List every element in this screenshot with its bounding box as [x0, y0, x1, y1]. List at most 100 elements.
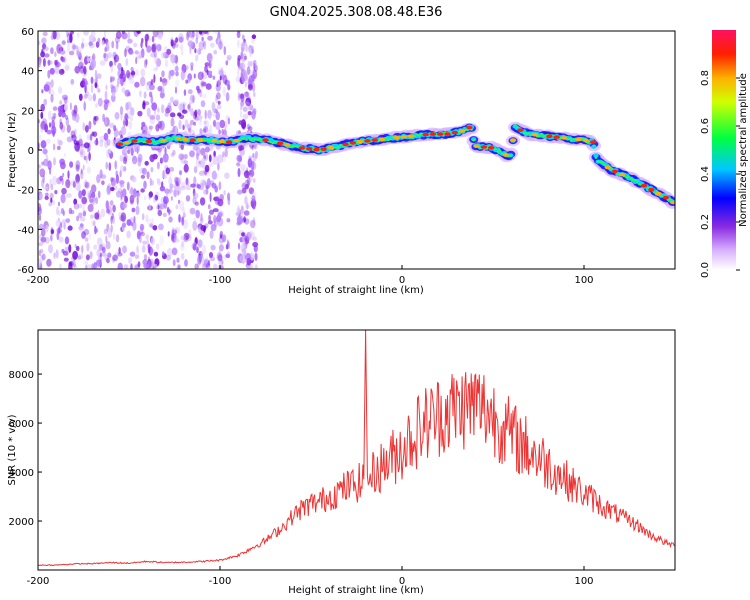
ridge-cell [472, 139, 476, 142]
noise-blob [195, 209, 200, 219]
noise-blob [144, 101, 150, 106]
noise-blob [147, 218, 153, 227]
noise-blob [215, 111, 220, 121]
noise-blob [115, 41, 119, 50]
snr-line [38, 330, 675, 567]
noise-blob [107, 128, 111, 135]
noise-blob [248, 155, 253, 160]
noise-blob [91, 131, 95, 137]
snr-xtick-label: -100 [209, 576, 232, 587]
noise-blob [42, 186, 49, 191]
noise-blob [157, 150, 162, 157]
noise-blob [248, 104, 254, 111]
noise-blob [143, 180, 147, 190]
noise-blob [40, 111, 44, 119]
noise-blob [201, 72, 208, 80]
noise-blob [89, 251, 93, 260]
noise-blob [83, 179, 88, 188]
noise-blob [240, 100, 245, 107]
noise-blob [193, 166, 198, 174]
noise-blob [90, 83, 94, 94]
noise-blob [80, 168, 83, 175]
noise-blob [95, 228, 99, 233]
noise-blob [140, 174, 146, 179]
noise-blob [212, 75, 216, 80]
ridge-cell [168, 137, 172, 140]
noise-blob [110, 83, 114, 90]
noise-blob [86, 134, 91, 141]
ridge-cell [516, 126, 519, 129]
noise-blob [112, 232, 116, 240]
ridge-peak [356, 139, 364, 144]
noise-blob [91, 184, 97, 194]
ridge-cell [526, 132, 530, 135]
noise-blob [139, 231, 145, 237]
noise-blob [247, 60, 251, 68]
ridge-cell [336, 146, 340, 149]
noise-blob [141, 121, 146, 127]
noise-blob [206, 52, 213, 63]
noise-blob [215, 121, 221, 131]
noise-blob [89, 198, 94, 203]
noise-blob [192, 220, 198, 231]
noise-blob [84, 85, 88, 95]
noise-blob [216, 92, 221, 100]
ridge-cell [173, 136, 176, 138]
noise-blob [253, 62, 256, 72]
noise-blob [76, 215, 80, 222]
noise-blob [40, 236, 47, 243]
ridge-peak [196, 138, 204, 142]
noise-blob [112, 204, 116, 213]
noise-blob [77, 32, 80, 38]
noise-blob [38, 249, 42, 257]
noise-blob [148, 194, 151, 200]
noise-blob [121, 149, 126, 156]
noise-blob [54, 65, 60, 75]
noise-blob [195, 152, 199, 160]
noise-blob [184, 153, 188, 160]
noise-blob [109, 60, 113, 68]
noise-blob [113, 54, 120, 63]
noise-blob [175, 177, 181, 187]
noise-blob [78, 226, 84, 231]
noise-blob [252, 241, 259, 248]
noise-blob [179, 175, 182, 186]
ridge-cell [568, 137, 572, 140]
noise-blob [222, 86, 226, 97]
noise-blob [82, 122, 85, 131]
noise-blob [152, 31, 159, 38]
noise-blob [169, 69, 175, 77]
ridge-peak [262, 138, 269, 142]
noise-blob [140, 188, 145, 193]
noise-blob [218, 40, 223, 50]
noise-blob [151, 217, 154, 227]
noise-blob [250, 231, 255, 241]
noise-blob [242, 106, 248, 112]
noise-blob [120, 77, 124, 87]
noise-blob [121, 32, 128, 40]
noise-blob [111, 40, 115, 49]
noise-blob [110, 177, 114, 182]
noise-blob [129, 116, 133, 122]
noise-blob [90, 58, 97, 69]
ridge-peak [560, 136, 568, 140]
noise-blob [93, 220, 96, 227]
noise-blob [213, 119, 217, 128]
noise-blob [177, 190, 180, 196]
noise-blob [252, 236, 257, 241]
ridge-peak [488, 146, 495, 150]
noise-blob [63, 103, 69, 112]
spectrogram-ytick-label: -40 [18, 225, 34, 236]
noise-blob [208, 70, 213, 75]
noise-blob [246, 203, 249, 210]
noise-blob [172, 229, 176, 240]
noise-blob [53, 112, 57, 119]
noise-blob [169, 112, 176, 118]
colorbar-label: Normalized spectral amplitude [738, 73, 749, 227]
ridge-cell [522, 132, 526, 135]
noise-blob [159, 185, 166, 192]
noise-blob [38, 40, 41, 46]
noise-blob [237, 167, 241, 178]
noise-blob [42, 31, 48, 37]
noise-blob [240, 164, 246, 170]
